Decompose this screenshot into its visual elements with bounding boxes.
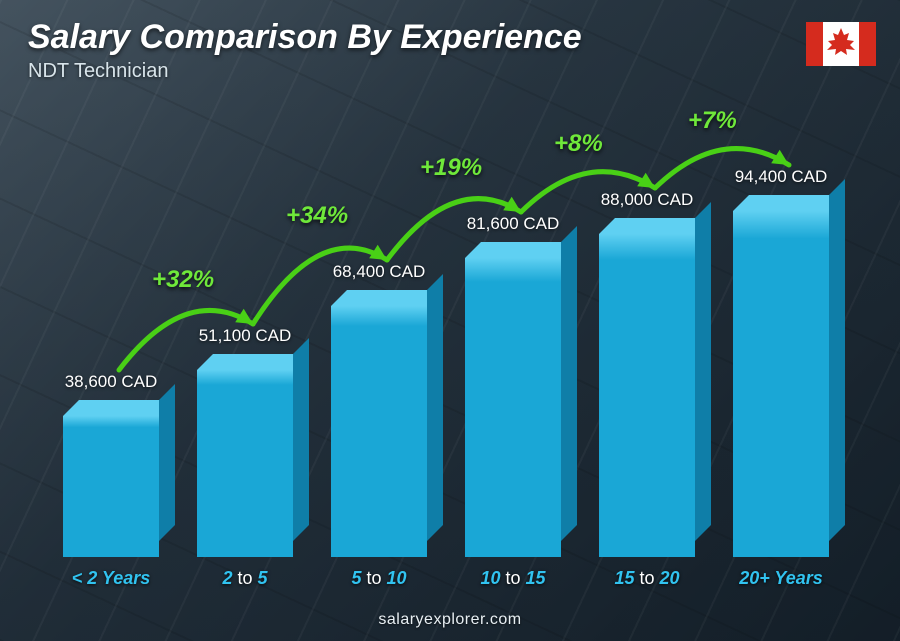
bar-category-label: 15 to 20 (586, 568, 708, 589)
bar-front (331, 306, 427, 557)
bar-front (197, 370, 293, 557)
bar-side-face (561, 226, 577, 541)
bar-value-label: 94,400 CAD (735, 167, 828, 187)
chart-title: Salary Comparison By Experience (28, 18, 582, 57)
bar-front (599, 234, 695, 557)
bar (63, 416, 159, 557)
bar-category-label: < 2 Years (50, 568, 172, 589)
bar-value-label: 88,000 CAD (601, 190, 694, 210)
bar-side-face (695, 202, 711, 541)
bar (197, 370, 293, 557)
bar-side-face (829, 179, 845, 541)
bar-value-label: 68,400 CAD (333, 262, 426, 282)
bar-category-label: 20+ Years (720, 568, 842, 589)
pct-increase-label: +7% (688, 107, 737, 135)
bar-chart: 38,600 CAD < 2 Years 51,100 CAD 2 to 5 68,40… (40, 111, 850, 591)
bar-category-label: 5 to 10 (318, 568, 440, 589)
pct-increase-label: +19% (420, 154, 482, 182)
bar (331, 306, 427, 557)
bar-front (63, 416, 159, 557)
bar-side-face (293, 338, 309, 541)
bar-category-label: 10 to 15 (452, 568, 574, 589)
bar-front (733, 211, 829, 557)
bar-side-face (427, 274, 443, 541)
bar-front (465, 258, 561, 557)
bar (465, 258, 561, 557)
chart-subtitle: NDT Technician (28, 60, 168, 83)
footer-credit: salaryexplorer.com (0, 611, 900, 629)
bar-value-label: 38,600 CAD (65, 372, 158, 392)
bar-side-face (159, 384, 175, 541)
bar-value-label: 81,600 CAD (467, 214, 560, 234)
bar (599, 234, 695, 557)
bar (733, 211, 829, 557)
bar-category-label: 2 to 5 (184, 568, 306, 589)
pct-increase-label: +34% (286, 202, 348, 230)
canada-flag-icon (806, 22, 876, 66)
pct-increase-label: +32% (152, 266, 214, 294)
bar-value-label: 51,100 CAD (199, 326, 292, 346)
infographic-stage: Salary Comparison By Experience NDT Tech… (0, 0, 900, 641)
pct-increase-label: +8% (554, 130, 603, 158)
